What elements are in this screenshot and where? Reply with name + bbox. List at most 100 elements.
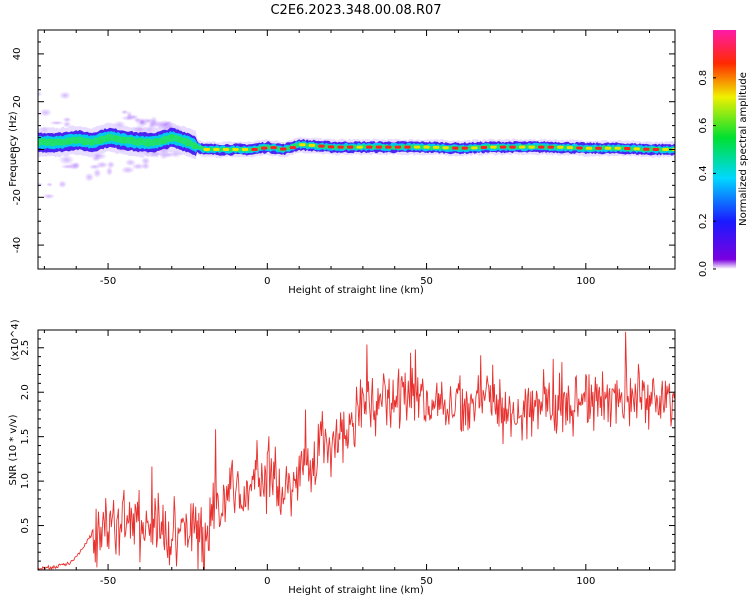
heatmap-blob xyxy=(62,120,72,128)
heatmap-core xyxy=(643,147,650,151)
heatmap-core xyxy=(176,137,183,142)
heatmap-core xyxy=(604,146,612,150)
heatmap-core xyxy=(270,146,277,150)
heatmap-core xyxy=(413,145,421,149)
x-tick-label: -50 xyxy=(100,276,116,287)
heatmap-core xyxy=(160,139,167,145)
heatmap-blob xyxy=(106,160,115,169)
y-tick-label: 0.5 xyxy=(20,518,31,534)
y-tick-label: 20 xyxy=(12,95,23,108)
y-tick-label: 2.5 xyxy=(20,340,31,356)
heatmap-core xyxy=(356,145,363,149)
y-tick-label: -40 xyxy=(12,237,23,253)
heatmap-core xyxy=(490,145,497,149)
heatmap-blob xyxy=(149,116,158,126)
colorbar-tick-label: 0.6 xyxy=(698,118,709,134)
heatmap-blob xyxy=(120,166,135,174)
heatmap-core xyxy=(394,145,402,149)
heatmap-core xyxy=(652,148,660,151)
snr-ticks: -50 0 50 100 0.5 1.0 1.5 2.0 2.5 xyxy=(20,330,675,587)
heatmap-core xyxy=(442,146,449,150)
heatmap-blob xyxy=(121,115,137,121)
heatmap-core xyxy=(566,146,574,150)
heatmap-core xyxy=(251,148,258,151)
heatmap-core xyxy=(192,144,199,149)
x-tick-label: 50 xyxy=(420,276,433,287)
heatmap-core xyxy=(499,145,507,149)
heatmap-core xyxy=(318,144,325,148)
heatmap-core xyxy=(518,145,526,149)
heatmap-core xyxy=(97,139,104,145)
heatmap-core xyxy=(232,148,239,151)
heatmap-core xyxy=(538,145,545,149)
x-tick-label: -50 xyxy=(100,576,116,587)
heatmap-core xyxy=(595,146,602,150)
snr-scale-label: (x10^4) xyxy=(10,319,21,360)
heatmap-core xyxy=(471,146,478,150)
snr-xlabel: Height of straight line (km) xyxy=(288,585,424,596)
heatmap-blob xyxy=(42,193,55,199)
heatmap-blob xyxy=(38,91,43,97)
heatmap-core xyxy=(222,148,230,151)
heatmap-ylabel: Frequency (Hz) xyxy=(8,111,19,187)
heatmap-core xyxy=(120,137,127,142)
heatmap-core xyxy=(662,148,669,151)
y-tick-label: 1.0 xyxy=(20,473,31,489)
heatmap-core xyxy=(624,147,631,151)
y-tick-label: 2.0 xyxy=(20,384,31,400)
x-tick-label: 0 xyxy=(264,576,270,587)
heatmap-core xyxy=(547,145,554,149)
colorbar: 0.0 0.2 0.4 0.6 0.8 Normalized spectral ampl… xyxy=(698,30,749,277)
heatmap-core xyxy=(366,145,373,149)
heatmap-blob xyxy=(120,109,129,115)
snr-ylabel: SNR (10 * v/v) xyxy=(8,414,19,485)
heatmap-core xyxy=(432,145,440,149)
heatmap-core xyxy=(203,148,210,151)
heatmap-core xyxy=(65,140,72,145)
colorbar-label: Normalized spectral amplitude xyxy=(738,72,749,226)
heatmap-core xyxy=(49,138,56,143)
heatmap-core xyxy=(144,142,151,147)
heatmap-core xyxy=(423,145,430,149)
heatmap-core xyxy=(385,145,392,149)
heatmap-blob xyxy=(58,180,67,189)
colorbar-tick-label: 0.4 xyxy=(698,165,709,181)
heatmap-blob xyxy=(131,163,145,170)
heatmap-ticks: -50 0 50 100 -40 -20 0 20 40 xyxy=(12,30,675,287)
heatmap-blob xyxy=(84,172,94,182)
snr-series-line xyxy=(38,331,675,570)
heatmap-core xyxy=(480,145,488,149)
heatmap-core xyxy=(184,141,191,147)
snr-panel: -50 0 50 100 0.5 1.0 1.5 2.0 2.5 Height of strai… xyxy=(8,319,676,596)
heatmap-core xyxy=(128,136,135,142)
heatmap-core xyxy=(337,145,344,149)
heatmap-core xyxy=(528,145,535,149)
heatmap-core xyxy=(576,146,583,150)
heatmap-blob xyxy=(59,91,71,100)
heatmap-core xyxy=(41,138,48,143)
colorbar-ticks: 0.0 0.2 0.4 0.6 0.8 xyxy=(698,70,716,277)
heatmap-blob xyxy=(93,168,102,178)
heatmap-core xyxy=(452,146,459,150)
heatmap-core xyxy=(260,146,268,150)
heatmap-panel: -50 0 50 100 -40 -20 0 20 40 Height of straight … xyxy=(8,29,676,296)
x-tick-label: 50 xyxy=(420,576,433,587)
heatmap-core xyxy=(241,148,249,151)
heatmap-core xyxy=(509,145,516,149)
heatmap-core xyxy=(152,138,159,143)
heatmap-blob xyxy=(133,117,142,123)
colorbar-gradient xyxy=(713,30,736,269)
heatmap-blob xyxy=(58,154,75,165)
heatmap-core xyxy=(89,141,96,146)
heatmap-blob xyxy=(105,166,113,177)
heatmap-blob xyxy=(49,120,65,126)
heatmap-blob xyxy=(67,162,81,170)
heatmap-core xyxy=(375,145,382,149)
heatmap-blob xyxy=(140,156,151,166)
heatmap-core xyxy=(289,146,296,150)
x-tick-label: 100 xyxy=(576,276,595,287)
heatmap-core xyxy=(168,134,175,139)
x-tick-label: 100 xyxy=(576,576,595,587)
heatmap-xlabel: Height of straight line (km) xyxy=(288,285,424,296)
